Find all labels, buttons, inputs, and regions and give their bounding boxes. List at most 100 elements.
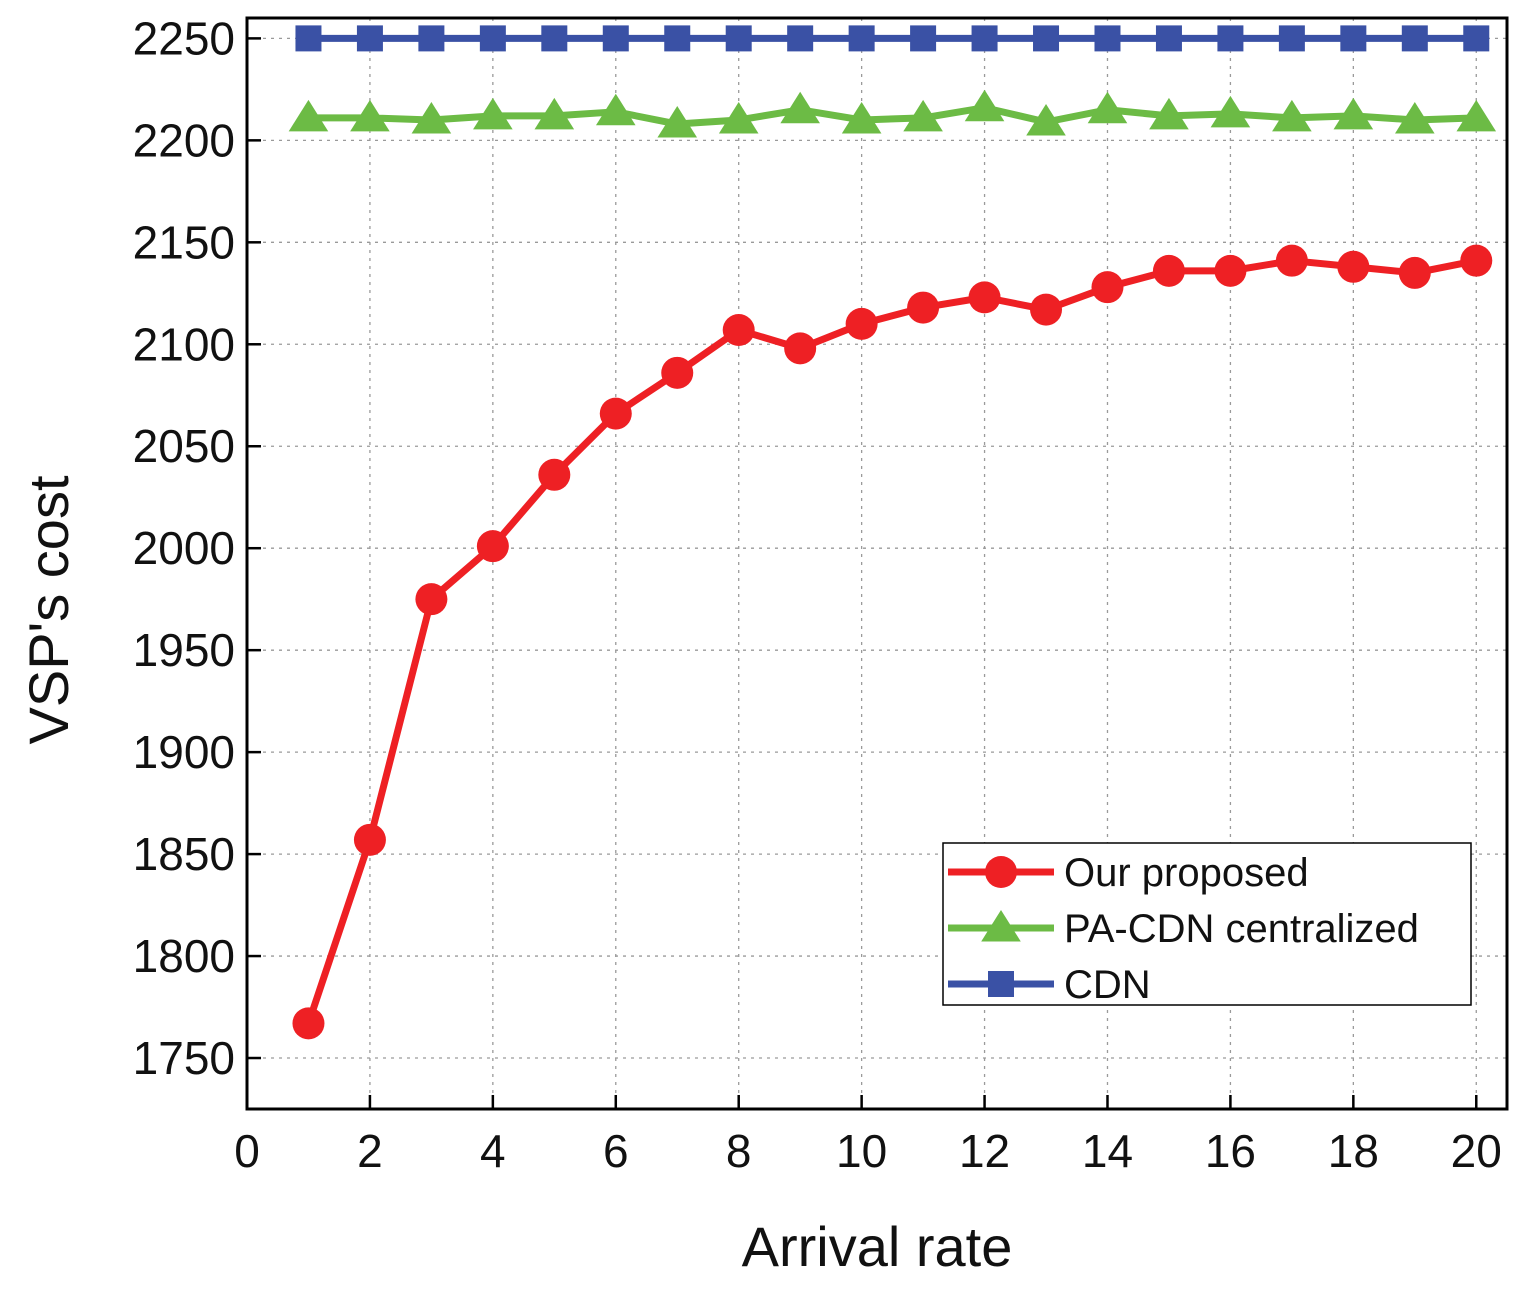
data-point: [971, 25, 998, 52]
data-point: [1275, 244, 1308, 277]
data-point: [725, 25, 752, 52]
data-point: [1214, 254, 1247, 287]
data-point: [848, 25, 875, 52]
legend-label: PA-CDN centralized: [1064, 907, 1419, 951]
data-point: [1217, 25, 1244, 52]
data-point: [353, 823, 386, 856]
data-point: [910, 25, 937, 52]
data-point: [541, 25, 568, 52]
legend-label: Our proposed: [1064, 851, 1309, 895]
data-point: [350, 99, 390, 132]
data-point: [1460, 244, 1493, 277]
data-point: [661, 356, 694, 389]
data-point: [845, 307, 878, 340]
legend-marker: [981, 910, 1021, 942]
data-point: [1087, 91, 1128, 124]
data-point: [1272, 99, 1312, 132]
data-point: [718, 101, 759, 134]
data-point: [1149, 97, 1189, 130]
y-tick-label: 1900: [133, 726, 235, 778]
data-point: [411, 101, 452, 134]
x-tick-label: 20: [1451, 1125, 1502, 1177]
data-point: [664, 25, 691, 52]
x-tick-label: 8: [726, 1125, 752, 1177]
legend-label: CDN: [1064, 963, 1151, 1007]
legend-box: [942, 842, 1472, 1006]
legend: Our proposed PA-CDN centralized CDN: [942, 842, 1472, 1007]
x-tick-label: 12: [959, 1125, 1010, 1177]
data-point: [288, 99, 329, 132]
legend-item: PA-CDN centralized: [948, 907, 1419, 951]
data-point: [1091, 271, 1124, 304]
data-point: [964, 89, 1005, 122]
data-point: [1463, 25, 1490, 52]
data-point: [356, 25, 383, 52]
data-point: [295, 25, 322, 52]
data-point: [784, 332, 817, 365]
data-point: [722, 314, 755, 347]
x-tick-label: 0: [234, 1125, 260, 1177]
y-tick-label: 1850: [133, 828, 235, 880]
y-tick-label: 1750: [133, 1032, 235, 1084]
data-point: [415, 583, 448, 616]
series-pa-cdn-centralized: [288, 89, 1497, 138]
x-tick-label: 2: [357, 1125, 383, 1177]
data-point: [479, 25, 506, 52]
data-point: [657, 106, 698, 138]
data-point: [1152, 254, 1185, 287]
x-tick-label: 18: [1328, 1125, 1379, 1177]
data-point: [903, 99, 943, 132]
y-tick-label: 2150: [133, 216, 235, 268]
x-tick-label: 16: [1205, 1125, 1256, 1177]
x-tick-label: 10: [836, 1125, 887, 1177]
y-tick-label: 2250: [133, 12, 235, 64]
data-point: [841, 101, 882, 134]
data-point: [1033, 25, 1060, 52]
data-point: [1337, 250, 1370, 283]
series-cdn: [295, 25, 1490, 52]
data-point: [1155, 25, 1182, 52]
data-point: [292, 1007, 325, 1040]
x-tick-label: 6: [603, 1125, 629, 1177]
data-point: [1094, 25, 1121, 52]
data-point: [1030, 293, 1063, 326]
data-point: [780, 91, 820, 124]
data-point: [418, 25, 445, 52]
data-point: [1333, 97, 1374, 130]
x-tick-label: 14: [1082, 1125, 1133, 1177]
data-point: [968, 281, 1001, 314]
data-point: [534, 97, 575, 130]
legend-marker: [985, 856, 1017, 888]
y-tick-label: 2000: [133, 522, 235, 574]
data-point: [1456, 99, 1497, 132]
y-tick-label: 2050: [133, 420, 235, 472]
data-point: [599, 397, 632, 430]
data-point: [1210, 95, 1251, 128]
x-axis-title: Arrival rate: [742, 1215, 1013, 1278]
axis-ticks: 0 2 4 6 8 10 12 14 16 18 20 1750 1800 1850 1900 1950 200…: [133, 12, 1502, 1177]
data-point: [473, 97, 513, 130]
y-tick-label: 2100: [133, 318, 235, 370]
data-point: [538, 458, 571, 491]
y-tick-label: 1800: [133, 930, 235, 982]
series-group: [288, 25, 1497, 1040]
y-tick-label: 2200: [133, 114, 235, 166]
legend-item: CDN: [948, 963, 1151, 1007]
data-point: [1398, 256, 1431, 289]
data-point: [602, 25, 629, 52]
data-point: [1401, 25, 1428, 52]
legend-marker: [988, 971, 1014, 997]
plot-frame: [245, 16, 1509, 1111]
legend-item: Our proposed: [948, 851, 1309, 895]
data-point: [1395, 101, 1435, 134]
y-axis-title: VSP's cost: [17, 475, 80, 744]
data-point: [787, 25, 814, 52]
data-point: [1340, 25, 1367, 52]
x-tick-label: 4: [480, 1125, 506, 1177]
y-tick-label: 1950: [133, 624, 235, 676]
data-point: [1026, 104, 1066, 136]
data-point: [476, 530, 509, 563]
data-point: [595, 93, 636, 126]
data-point: [1278, 25, 1305, 52]
